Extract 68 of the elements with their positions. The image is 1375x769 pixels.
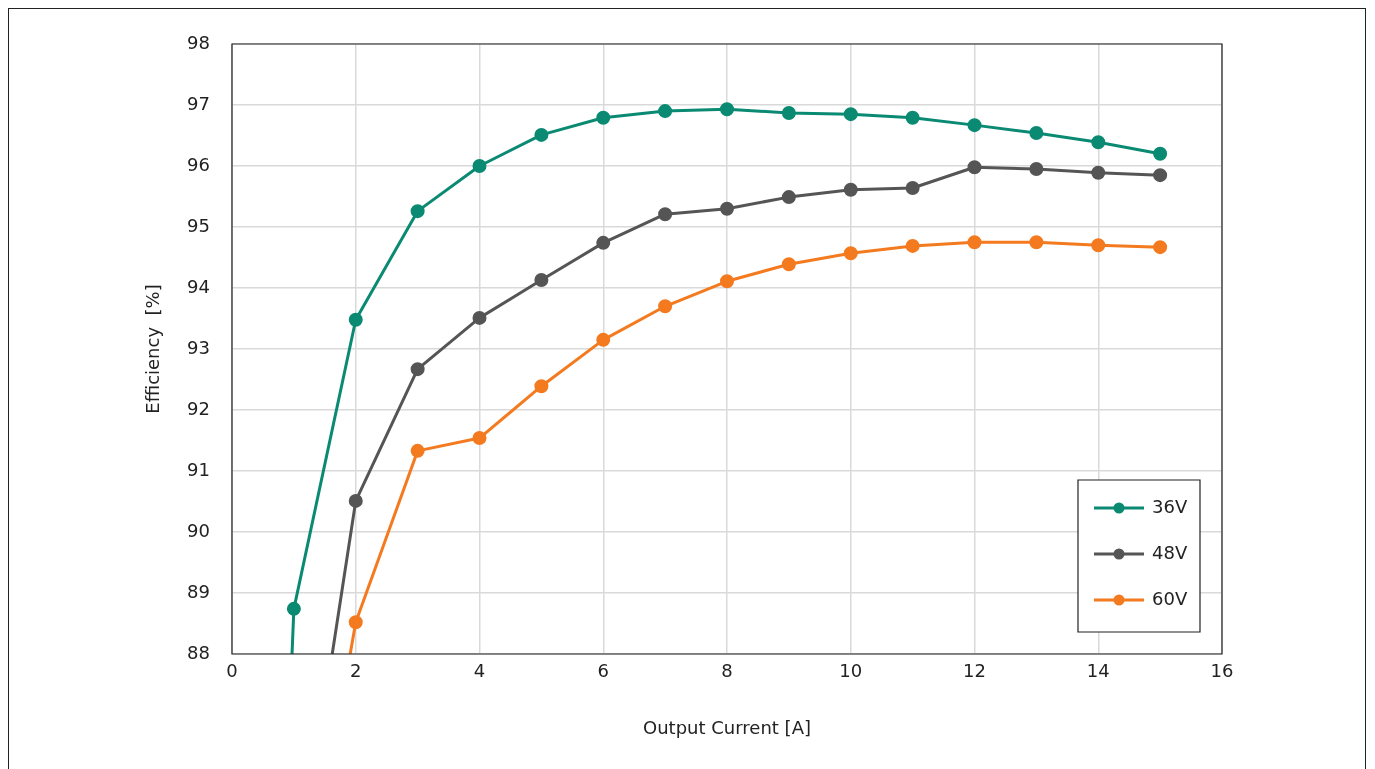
y-tick-label: 89: [187, 580, 210, 602]
point: [1091, 165, 1106, 180]
point: [720, 274, 734, 289]
x-tick-label: 4: [473, 660, 486, 682]
point: [781, 105, 796, 120]
point: [658, 299, 673, 314]
point: [967, 118, 982, 133]
y-tick-label: 96: [187, 153, 210, 175]
y-tick-label: 92: [187, 397, 210, 419]
point: [905, 180, 920, 195]
point: [472, 310, 487, 325]
point: [1091, 238, 1106, 253]
point: [781, 257, 796, 272]
point: [658, 104, 673, 119]
point: [1153, 168, 1168, 183]
y-tick-label: 88: [187, 641, 210, 663]
point: [781, 190, 796, 205]
point: [410, 204, 425, 219]
x-tick-label: 16: [1210, 660, 1234, 682]
point: [967, 235, 982, 250]
point: [534, 379, 549, 394]
x-tick-label: 0: [226, 660, 238, 682]
legend-label: 60V: [1152, 587, 1188, 609]
y-tick-label: 98: [187, 31, 210, 53]
point: [348, 615, 363, 630]
point: [534, 273, 549, 288]
point: [1029, 126, 1044, 141]
point: [1029, 162, 1044, 177]
y-tick-label: 94: [187, 275, 210, 297]
point: [905, 238, 920, 253]
point: [472, 159, 487, 173]
x-tick-label: 2: [350, 660, 362, 682]
point: [410, 443, 425, 458]
x-tick-label: 12: [963, 660, 986, 682]
x-axis-title: Output Current [A]: [643, 716, 811, 738]
y-axis-title: Efficiency [%]: [142, 284, 164, 414]
point: [1153, 146, 1168, 161]
y-tick-label: 91: [187, 458, 210, 480]
legend-label: 36V: [1152, 495, 1188, 517]
point: [596, 235, 611, 250]
x-tick-label: 14: [1086, 660, 1110, 682]
point: [596, 332, 611, 347]
y-tick-label: 93: [187, 336, 210, 358]
point: [534, 127, 549, 142]
point: [843, 246, 858, 261]
y-tick-label: 97: [187, 92, 210, 114]
y-tick-label: 90: [187, 519, 210, 541]
point: [1091, 135, 1106, 150]
point: [720, 102, 734, 117]
point: [658, 207, 673, 222]
x-tick-label: 6: [597, 660, 609, 682]
point: [1029, 235, 1044, 250]
point: [843, 107, 858, 122]
x-tick-label: 10: [839, 660, 863, 682]
point: [720, 201, 734, 216]
point: [348, 312, 363, 327]
point: [1153, 240, 1168, 255]
point: [348, 493, 363, 508]
x-tick-label: 8: [721, 660, 733, 682]
point: [843, 182, 858, 197]
legend-label: 48V: [1152, 541, 1188, 563]
point: [905, 110, 920, 125]
point: [410, 362, 425, 377]
point: [472, 431, 487, 446]
point: [286, 601, 301, 616]
point: [967, 160, 982, 175]
point: [596, 110, 611, 125]
y-tick-label: 95: [187, 214, 210, 236]
